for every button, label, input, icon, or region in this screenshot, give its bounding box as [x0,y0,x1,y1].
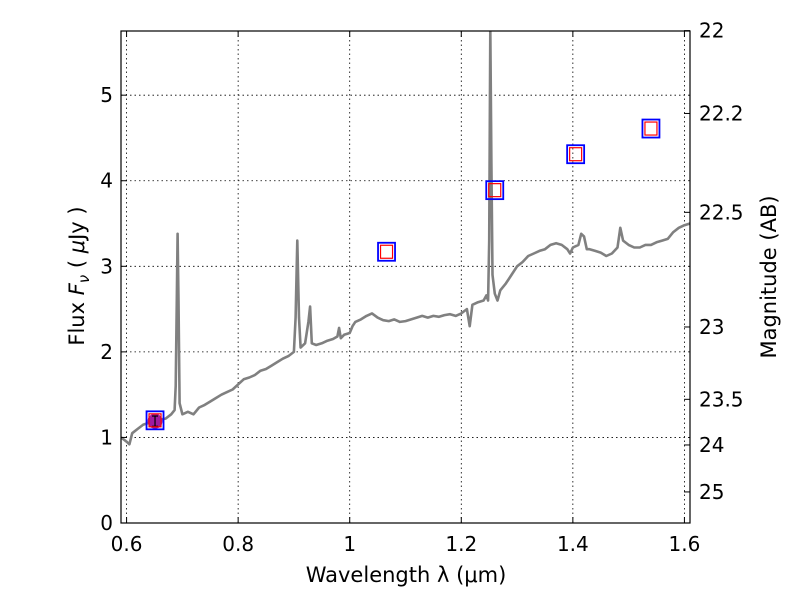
x-tick-label: 0.6 [111,532,143,556]
y-tick-label: 0 [100,511,113,535]
x-tick-label: 1.6 [669,532,701,556]
model-box-outer [145,410,165,431]
model-box-outer [377,241,396,262]
right-tick-label: 25 [699,480,724,504]
model-box-inner [148,413,162,428]
y-axis-title-subscript: ν [75,275,93,283]
model-box-inner [379,244,394,259]
model-box-outer [566,144,586,165]
y-tick-label: 4 [100,169,113,193]
right-tick-label: 22 [699,19,724,43]
model-box-outer [641,118,661,139]
y-tick-label: 5 [100,83,113,107]
y-tick-label: 3 [100,254,113,278]
series-layer [121,31,690,446]
right-tick-label: 23 [699,315,724,339]
x-axis-title: Wavelength λ (μm) [306,563,507,587]
right-axis-title: Magnitude (AB) [757,195,781,358]
y-axis-title-open: ( [65,253,89,275]
y-tick-label: 1 [100,425,113,449]
model-box-inner [488,183,502,198]
y-axis-title-mu: μ [65,240,89,254]
x-tick-label: 1.2 [445,532,477,556]
model-box-outer [485,180,505,201]
model-box-inner [569,147,583,162]
right-tick-label: 22.5 [699,200,744,224]
right-tick-label: 22.2 [699,101,744,125]
points-layer [145,118,661,431]
y-axis-title: Flux Fν ( μJy ) [65,206,93,345]
plot-frame [120,30,691,524]
grid-lines [121,31,690,524]
x-tick-label: 0.8 [222,532,254,556]
right-tick-label: 24 [699,433,724,457]
right-tick-label: 23.5 [699,387,744,411]
x-tick-label: 1 [343,532,356,556]
y-axis-title-symbol: F [65,282,89,295]
y-tick-label: 2 [100,340,113,364]
y-axis-title-prefix: Flux [65,295,89,345]
model-box-inner [644,121,658,136]
y-axis-title-unit: Jy ) [65,206,89,242]
ticks [121,30,690,524]
spectrum-line [121,31,690,446]
tick-labels: 0.6 0.8 1 1.2 1.4 1.60123452222.222.52323.524… [100,19,743,556]
x-tick-label: 1.4 [557,532,589,556]
